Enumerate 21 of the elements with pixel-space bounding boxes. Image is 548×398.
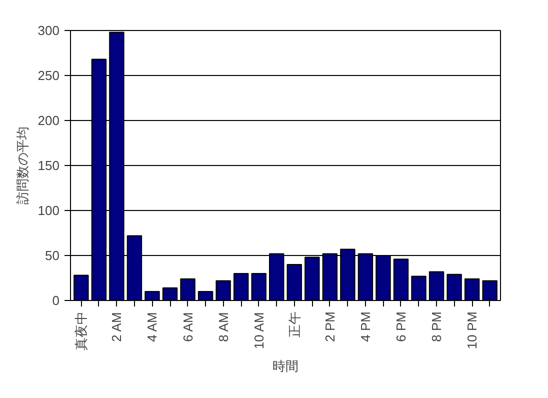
x-tick-label: 8 AM [216, 312, 231, 342]
x-axis-title: 時間 [272, 358, 298, 374]
x-tick-label: 8 PM [429, 312, 444, 342]
x-tick-label: 2 AM [109, 312, 124, 342]
y-axis-title: 訪問数の平均 [14, 126, 30, 204]
x-tick-label: 4 PM [358, 312, 373, 342]
y-tick-label: 100 [38, 203, 60, 218]
x-tick-label: 10 AM [251, 312, 266, 350]
y-tick-label: 300 [38, 23, 60, 38]
x-tick-label: 正午 [286, 312, 302, 338]
x-tick-label: 10 PM [464, 311, 480, 350]
x-tick-label: 2 PM [322, 312, 338, 342]
y-tick-label: 50 [45, 248, 60, 263]
y-tick-label: 150 [38, 158, 60, 173]
x-tick-label: 6 PM [393, 312, 408, 342]
y-tick-label: 250 [38, 68, 60, 83]
x-tick-label: 4 AM [144, 312, 160, 342]
y-tick-label: 200 [38, 113, 60, 128]
x-tick-label: 6 AM [180, 312, 196, 342]
x-tick-label: 真夜中 [74, 312, 89, 350]
y-tick-label: 0 [52, 293, 60, 308]
